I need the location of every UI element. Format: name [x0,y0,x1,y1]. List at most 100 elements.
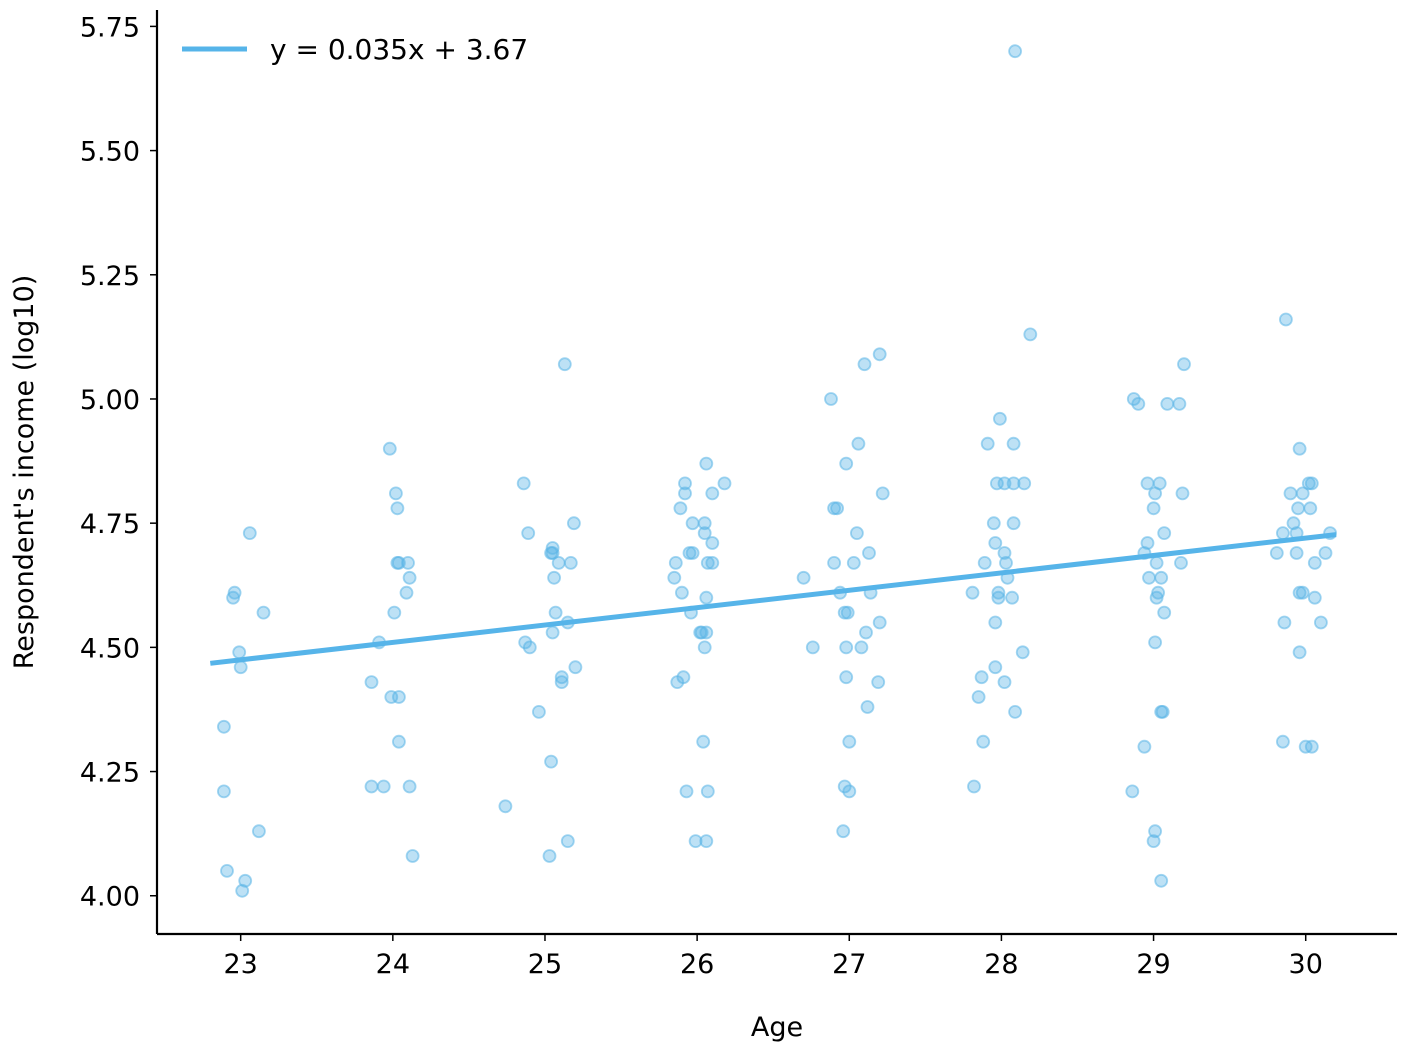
y-tick-label: 4.50 [80,633,140,664]
y-tick-label: 4.75 [80,509,140,540]
data-point [991,590,1006,605]
data-point [839,456,854,471]
data-point [699,625,714,640]
data-point [390,501,405,516]
data-point [836,824,851,839]
data-point [405,849,420,863]
data-point [697,516,712,531]
x-tick-label: 28 [984,949,1018,980]
data-point [1160,396,1175,411]
data-point [986,516,1001,531]
data-point [1005,590,1019,605]
data-point [700,556,715,570]
data-point [388,486,403,501]
data-point [1307,556,1322,570]
data-point [705,536,720,550]
data-point [557,357,572,372]
data-point [547,570,561,585]
data-point [1269,546,1284,560]
y-tick-label: 5.50 [80,137,140,168]
data-point [1276,734,1290,749]
data-point [235,883,250,898]
data-point [862,546,876,560]
data-point [521,526,536,540]
data-point [232,645,247,660]
data-point [216,719,231,734]
data-point [679,784,694,799]
data-point [976,734,991,749]
data-point [860,700,875,714]
data-point [402,570,417,585]
data-point [1154,873,1169,888]
data-point [216,784,231,799]
x-tick-label: 24 [376,949,410,980]
data-point [1157,605,1172,620]
data-point [1277,615,1292,630]
data-point [226,590,241,605]
y-tick-label: 4.00 [80,882,140,913]
data-point [1174,556,1188,570]
data-point [997,546,1012,560]
data-point [673,501,688,516]
data-point [1154,570,1169,585]
data-point [1131,396,1146,411]
data-point [980,436,995,451]
data-point [997,675,1012,689]
data-point [694,625,709,640]
data-point [1286,516,1301,531]
data-point [696,734,711,749]
data-point [872,347,887,362]
data-point [977,556,992,570]
data-point [1283,486,1298,501]
data-point [846,556,861,570]
x-tick-label: 30 [1289,949,1323,980]
data-point [1303,501,1318,516]
y-tick-label: 4.25 [80,758,140,789]
data-point [796,570,811,585]
data-point [840,605,855,620]
data-point [554,675,569,689]
data-point [545,546,560,560]
scatter-points [216,44,1337,898]
data-point [827,556,841,570]
data-point [988,615,1003,630]
y-tick-label: 5.75 [80,12,140,43]
data-point [1125,784,1140,799]
data-point [1314,615,1328,630]
data-point [842,734,857,749]
data-point [399,585,414,600]
data-point [233,660,248,675]
data-point [1140,536,1155,550]
data-point [991,585,1006,600]
data-point [859,625,873,640]
data-point [220,864,234,878]
data-point [551,556,566,570]
data-point [1177,357,1191,372]
data-point [1292,645,1307,660]
data-point [1149,590,1164,605]
data-point [974,670,989,685]
data-point [1015,645,1030,660]
data-point [1023,327,1038,342]
data-point [238,873,253,888]
data-point [402,779,417,794]
data-point [1172,396,1187,411]
data-point [560,834,575,848]
data-point [391,690,406,704]
data-point [1291,501,1305,516]
fit-line [210,532,1337,666]
data-point [967,779,981,794]
data-point [554,670,569,685]
data-point [1157,526,1172,540]
data-point [1017,476,1032,491]
data-point [1307,590,1322,605]
data-point [1148,486,1162,501]
data-point [1146,834,1161,848]
data-point [1295,486,1310,501]
data-point [1148,635,1162,650]
legend-label: y = 0.035x + 3.67 [270,33,528,66]
data-point [678,476,692,491]
data-point [1289,546,1304,560]
data-point [685,546,700,560]
